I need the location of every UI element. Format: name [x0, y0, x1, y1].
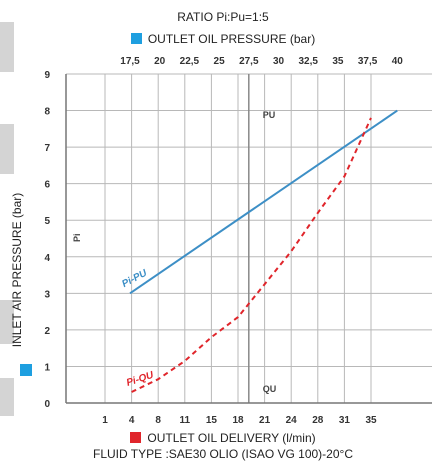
selection-marker: [20, 364, 32, 376]
chart-title: RATIO Pi:Pu=1:5: [177, 10, 269, 24]
bottom-tick-label: 1: [102, 415, 108, 426]
y-tick-label: 2: [44, 326, 50, 337]
series-line-pi-pu: [129, 109, 398, 295]
bottom-tick-label: 35: [365, 415, 377, 426]
y-tick-label: 0: [44, 399, 50, 410]
top-tick-label: 22,5: [180, 56, 200, 67]
series-label-pi-qu: Pi-QU: [125, 370, 156, 389]
bottom-tick-label: 8: [155, 415, 161, 426]
annotation-pu: PU: [263, 110, 276, 120]
legend-swatch-pu: [130, 33, 142, 44]
bottom-tick-label: 31: [339, 415, 351, 426]
y-tick-label: 8: [44, 107, 50, 118]
bottom-tick-label: 21: [259, 415, 271, 426]
legend-bottom-axis: OUTLET OIL DELIVERY (l/min): [0, 431, 446, 445]
sidebar-tab[interactable]: [0, 378, 14, 416]
y-tick-label: 1: [44, 362, 50, 373]
y-tick-label: 6: [44, 180, 50, 191]
y-tick-label: 7: [44, 143, 50, 154]
legend-top-axis: OUTLET OIL PRESSURE (bar): [0, 32, 446, 46]
top-tick-label: 25: [214, 56, 226, 67]
y-tick-label: 4: [44, 253, 50, 264]
top-tick-label: 17,5: [120, 56, 140, 67]
bottom-tick-label: 11: [180, 415, 191, 426]
legend-swatch-qu: [130, 432, 142, 443]
top-tick-label: 35: [332, 56, 344, 67]
bottom-tick-label: 28: [312, 415, 324, 426]
sidebar-tab[interactable]: [0, 300, 14, 344]
top-tick-label: 27,5: [239, 56, 259, 67]
annotation-pi: Pi: [72, 233, 82, 242]
series-label-pi-pu: Pi-PU: [120, 267, 149, 290]
bottom-axis-label: OUTLET OIL DELIVERY (l/min): [147, 431, 316, 445]
y-tick-label: 9: [44, 70, 50, 81]
bottom-tick-label: 18: [232, 415, 244, 426]
top-tick-label: 40: [392, 56, 404, 67]
top-tick-label: 20: [154, 56, 166, 67]
y-tick-label: 5: [44, 216, 50, 227]
bottom-tick-label: 15: [206, 415, 218, 426]
sidebar-tab[interactable]: [0, 22, 14, 72]
series: [129, 109, 398, 393]
top-axis-label: OUTLET OIL PRESSURE (bar): [147, 32, 316, 46]
bottom-tick-label: 4: [129, 415, 135, 426]
top-tick-label: 37,5: [358, 56, 378, 67]
top-tick-label: 30: [273, 56, 285, 67]
series-line-pi-qu: [131, 117, 372, 393]
bottom-tick-label: 24: [286, 415, 298, 426]
y-tick-label: 3: [44, 289, 50, 300]
chart-footer: FLUID TYPE :SAE30 OLIO (ISAO VG 100)-20°…: [92, 447, 353, 461]
top-tick-label: 32,5: [298, 56, 318, 67]
annotation-qu: QU: [263, 384, 277, 394]
sidebar-tab[interactable]: [0, 124, 14, 174]
axes: [65, 74, 432, 404]
labels: 0 1 2 3 4 5 6 7 8 9 1 4 8 11 15 18 21 24 28 31 35 17,5 20 22,5 2…: [44, 56, 403, 426]
